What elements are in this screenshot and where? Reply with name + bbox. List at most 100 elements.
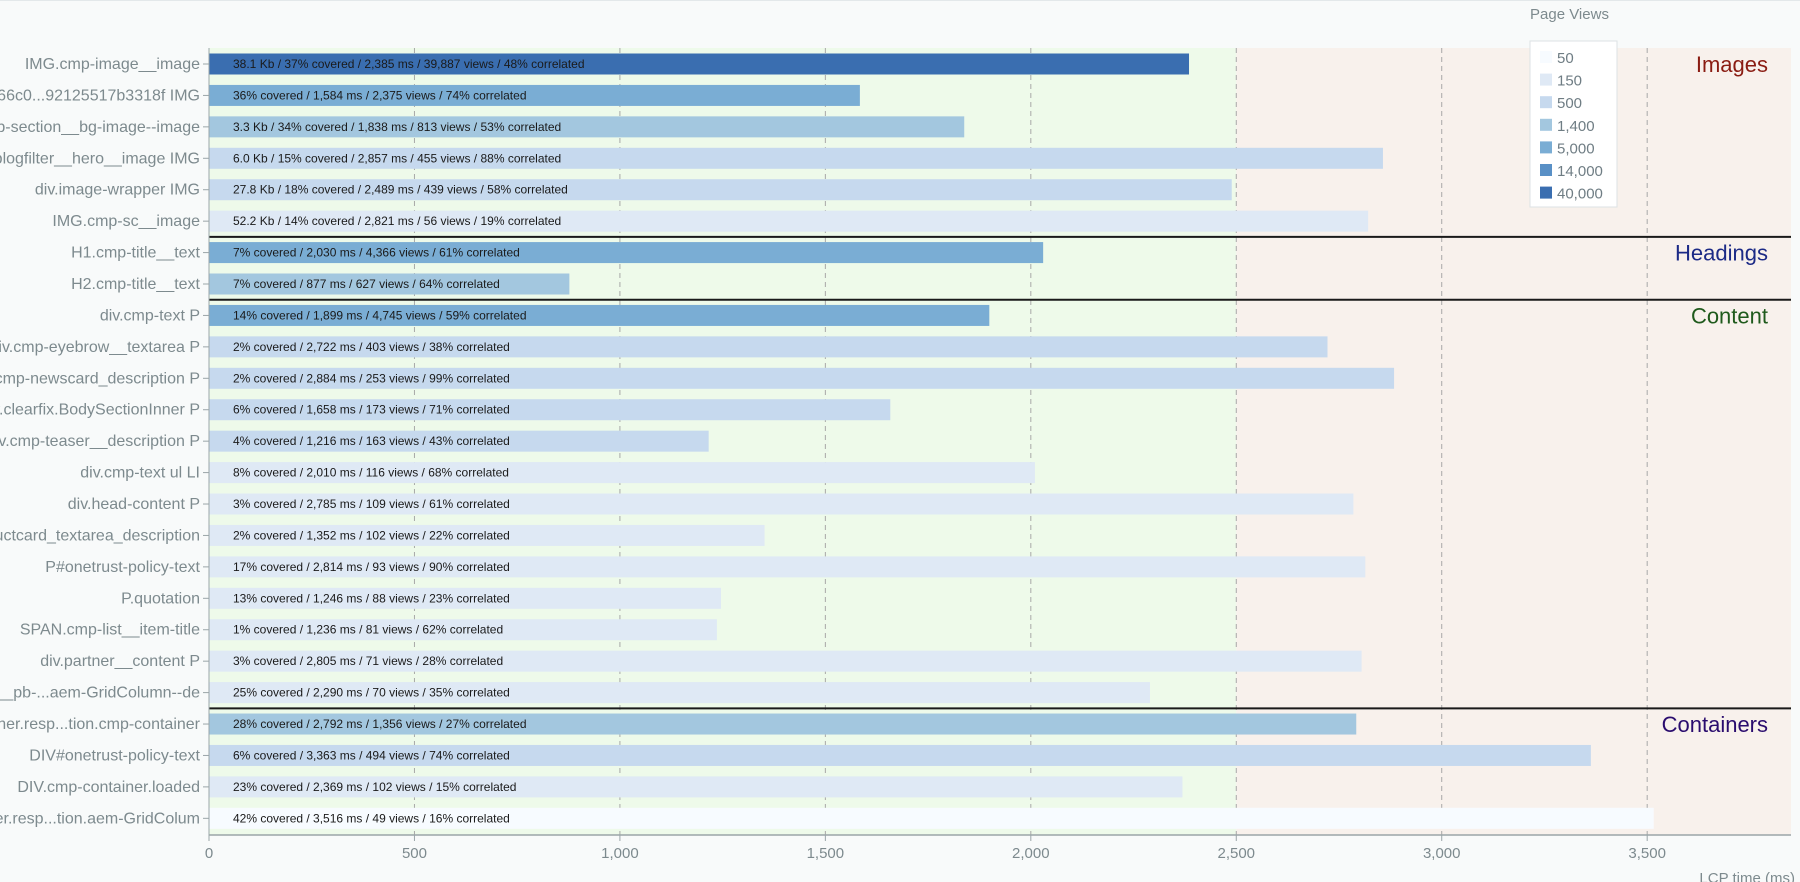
y-tick-label: productcard_textarea_description [0,527,200,544]
y-tick-label: IMG.cmp-image__image [25,56,200,73]
top-border [0,0,1800,1]
legend-swatch [1540,96,1552,109]
legend-label: 14,000 [1557,163,1603,180]
bar [209,304,990,326]
bar [209,462,1035,484]
y-tick-label: div.partner__content P [40,653,200,670]
bar [209,179,1232,201]
bar [209,650,1362,672]
y-tick-label: H2.cmp-title__text [71,276,200,293]
y-tick-label: container.resp...tion.cmp-container [0,716,201,733]
y-tick-label: IMG.cmp-sc__image [52,213,200,230]
bar [209,273,570,295]
y-tick-label: div.cmp-newscard_description P [0,370,200,387]
group-label: Images [1696,52,1768,77]
bar-label: 1% covered / 1,236 ms / 81 views / 62% c… [233,623,503,637]
bar [209,744,1591,766]
bar-label: 23% covered / 2,369 ms / 102 views / 15%… [233,780,516,794]
bar [209,556,1366,578]
x-tick-label: 0 [205,845,213,862]
y-tick-label: SPAN.cmp-list__item-title [20,622,200,639]
bar-label: 6% covered / 3,363 ms / 494 views / 74% … [233,748,510,762]
group-label: Content [1691,303,1768,328]
bar-label: 4% covered / 1,216 ms / 163 views / 43% … [233,434,510,448]
x-axis-title: LCP time (ms) [1699,870,1795,882]
bar-label: 17% covered / 2,814 ms / 93 views / 90% … [233,560,510,574]
y-tick-label: div.cmp-eyebrow__textarea P [0,339,200,356]
bar-label: 2% covered / 1,352 ms / 102 views / 22% … [233,528,510,542]
legend-swatch [1540,186,1552,199]
y-tick-label: DIV#onetrust-policy-text [29,747,200,764]
bar [209,147,1383,169]
bar [209,430,709,452]
legend-label: 40,000 [1557,186,1603,203]
bar-label: 6% covered / 1,658 ms / 173 views / 71% … [233,403,510,417]
bar-label: 27.8 Kb / 18% covered / 2,489 ms / 439 v… [233,183,568,197]
x-tick-label: 2,500 [1217,845,1255,862]
bar [209,84,860,106]
x-tick-label: 500 [402,845,427,862]
bar [209,242,1044,264]
y-tick-label: div.clearfix.BodySectionInner P [0,402,200,419]
legend-label: 5,000 [1557,140,1595,157]
bar [209,524,765,546]
bar-label: 3% covered / 2,805 ms / 71 views / 28% c… [233,654,503,668]
bar [209,776,1183,798]
bar [209,336,1328,358]
y-tick-label: div.head-content P [68,496,200,513]
group-label: Containers [1662,712,1768,737]
x-tick-label: 2,000 [1012,845,1050,862]
bar [209,619,717,641]
bar [209,399,891,421]
legend-label: 50 [1557,50,1574,67]
legend-label: 500 [1557,95,1582,112]
y-tick-label: container.resp...tion.aem-GridColum [0,810,200,827]
background-zone [1236,48,1791,835]
bar-label: 7% covered / 877 ms / 627 views / 64% co… [233,277,500,291]
bar-label: 8% covered / 2,010 ms / 116 views / 68% … [233,466,509,480]
bar-label: 38.1 Kb / 37% covered / 2,385 ms / 39,88… [233,57,585,71]
legend-title: Page Views [1530,6,1609,23]
y-tick-label: div.cmp-text P [100,307,200,324]
bar-label: 52.2 Kb / 14% covered / 2,821 ms / 56 vi… [233,214,561,228]
bar-label: 7% covered / 2,030 ms / 4,366 views / 61… [233,246,520,260]
bar-label: 14% covered / 1,899 ms / 4,745 views / 5… [233,308,527,322]
legend-label: 1,400 [1557,118,1595,135]
bar-label: 28% covered / 2,792 ms / 1,356 views / 2… [233,717,527,731]
y-tick-label: P#onetrust-policy-text [45,559,200,576]
bar [209,116,965,138]
y-tick-label: div.blogfilter__hero__image IMG [0,150,200,167]
bar-label: 2% covered / 2,722 ms / 403 views / 38% … [233,340,510,354]
bar [209,682,1150,704]
y-tick-label: div.cmp-text ul LI [80,465,200,482]
bar-label: 3% covered / 2,785 ms / 109 views / 61% … [233,497,510,511]
y-tick-label: cmp-section__bg-image--image [0,119,200,136]
bar [209,367,1395,389]
y-tick-label: 66c0...92125517b3318f IMG [0,87,200,104]
bar [209,713,1357,735]
y-tick-label: div.cmp-teaser__description P [0,433,200,450]
group-label: Headings [1675,241,1768,266]
legend-swatch [1540,73,1552,86]
legend-swatch [1540,141,1552,154]
bar [209,807,1654,829]
bar [209,493,1354,515]
bar-label: 6.0 Kb / 15% covered / 2,857 ms / 455 vi… [233,151,561,165]
x-tick-label: 3,000 [1423,845,1461,862]
bar-label: 42% covered / 3,516 ms / 49 views / 16% … [233,811,510,825]
y-tick-label: div.image-wrapper IMG [35,182,200,199]
bar-label: 25% covered / 2,290 ms / 70 views / 35% … [233,686,510,700]
bar [209,587,721,609]
y-tick-label: t__pb-...aem-GridColumn--de [0,685,200,702]
x-tick-label: 1,000 [601,845,639,862]
y-tick-label: P.quotation [121,590,200,607]
bar [209,53,1190,75]
bar-label: 36% covered / 1,584 ms / 2,375 views / 7… [233,88,527,102]
y-tick-label: DIV.cmp-container.loaded [17,779,200,796]
y-tick-label: H1.cmp-title__text [71,245,200,262]
bar-label: 13% covered / 1,246 ms / 88 views / 23% … [233,591,510,605]
bar-label: 2% covered / 2,884 ms / 253 views / 99% … [233,371,510,385]
legend-swatch [1540,51,1552,63]
legend-label: 150 [1557,73,1582,90]
